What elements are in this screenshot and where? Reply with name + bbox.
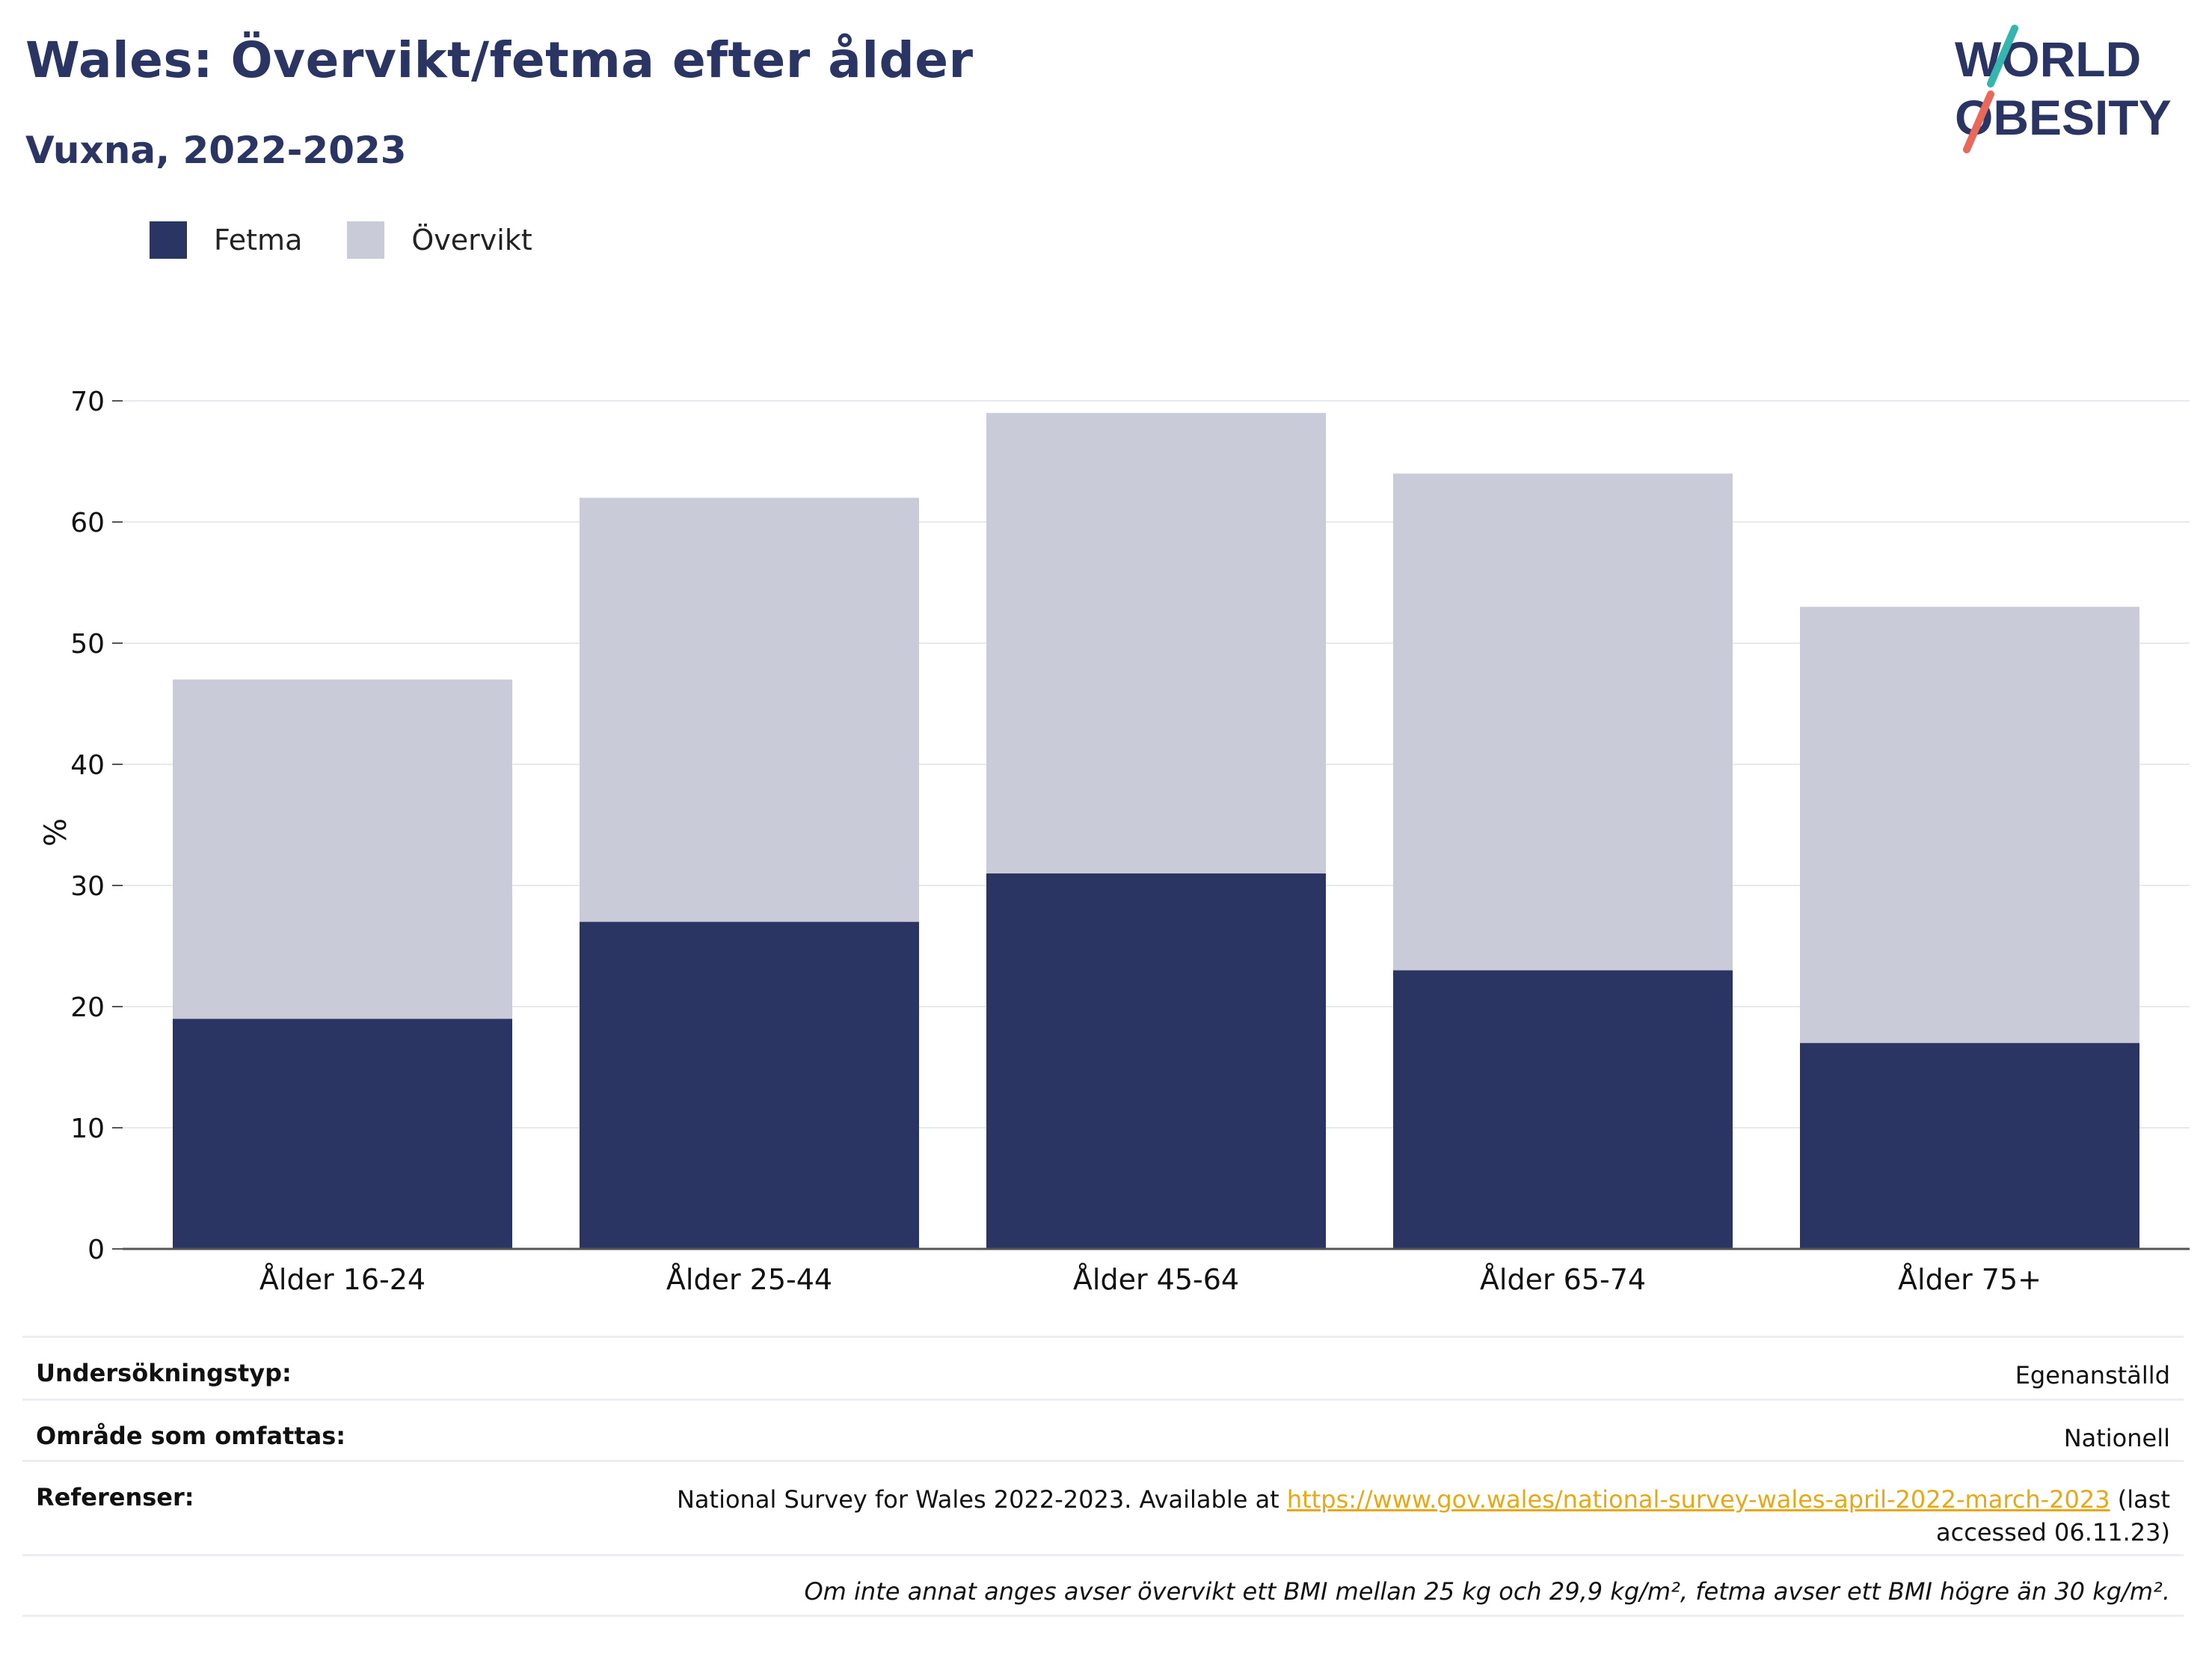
legend-label-fetma: Fetma — [214, 224, 303, 257]
x-tick-label: Ålder 25-44 — [666, 1263, 832, 1296]
survey-type-value: Egenanställd — [2015, 1361, 2170, 1390]
logo-stripe-coral — [1963, 90, 1994, 153]
survey-type-label: Undersökningstyp: — [36, 1359, 292, 1387]
y-tick-label: 10 — [70, 1114, 105, 1144]
bar-overvikt — [580, 497, 919, 922]
bar-overvikt — [986, 413, 1326, 873]
bar-fetma — [986, 873, 1326, 1249]
bar-fetma — [1393, 970, 1733, 1249]
references-label: Referenser: — [36, 1483, 194, 1511]
y-tick-label: 0 — [87, 1235, 105, 1265]
legend-label-overvikt: Övervikt — [411, 224, 532, 257]
bar-chart: 0 10 20 30 40 50 60 70 Ålder 16-24 Ålder 25-44 Åld… — [70, 387, 2190, 1296]
info-row-survey-type: Undersökningstyp: Egenanställd — [22, 1336, 2184, 1398]
logo-stripe-teal — [1987, 25, 2018, 87]
y-tick-label: 70 — [70, 387, 105, 417]
world-obesity-logo: WORLD OBESITY — [1955, 25, 2172, 153]
y-tick-label: 40 — [70, 750, 105, 781]
bar-fetma — [580, 921, 919, 1249]
bmi-note: Om inte annat anges avser övervikt ett B… — [804, 1577, 2170, 1606]
bar-fetma — [1800, 1043, 2139, 1249]
bar-fetma — [173, 1019, 512, 1249]
references-link[interactable]: https://www.gov.wales/national-survey-wa… — [1286, 1485, 2110, 1514]
references-value: National Survey for Wales 2022-2023. Ava… — [677, 1483, 2170, 1554]
info-row-references: Referenser: National Survey for Wales 20… — [22, 1460, 2184, 1554]
y-tick-label: 60 — [70, 508, 105, 538]
chart-legend: Fetma Övervikt — [150, 221, 577, 259]
references-text-after: (last — [2110, 1485, 2170, 1514]
x-tick-label: Ålder 75+ — [1898, 1263, 2042, 1296]
x-tick-label: Ålder 16-24 — [259, 1263, 425, 1296]
x-tick-label: Ålder 65-74 — [1480, 1263, 1646, 1296]
legend-item-overvikt[interactable]: Övervikt — [347, 221, 532, 259]
page-title: Wales: Övervikt/fetma efter ålder — [25, 31, 974, 89]
legend-item-fetma[interactable]: Fetma — [150, 221, 302, 259]
bar-overvikt — [1393, 473, 1733, 971]
info-row-area: Område som omfattas: Nationell — [22, 1398, 2184, 1460]
info-table: Undersökningstyp: Egenanställd Område so… — [22, 1336, 2184, 1617]
bar-overvikt — [1800, 607, 2139, 1043]
y-tick-label: 30 — [70, 871, 105, 902]
area-value: Nationell — [2063, 1424, 2170, 1452]
page-subtitle: Vuxna, 2022-2023 — [25, 129, 407, 172]
y-tick-label: 20 — [70, 992, 105, 1023]
legend-swatch-overvikt — [347, 221, 385, 259]
references-text: National Survey for Wales 2022-2023. Ava… — [676, 1485, 1287, 1514]
legend-swatch-fetma — [150, 221, 187, 259]
references-accessed: accessed 06.11.23) — [1936, 1518, 2170, 1547]
bar-overvikt — [173, 679, 512, 1019]
area-label: Område som omfattas: — [36, 1422, 346, 1450]
x-tick-label: Ålder 45-64 — [1073, 1263, 1239, 1296]
logo-line1: WORLD — [1955, 31, 2141, 87]
y-tick-label: 50 — [70, 629, 105, 660]
info-row-note: Om inte annat anges avser övervikt ett B… — [22, 1554, 2184, 1617]
